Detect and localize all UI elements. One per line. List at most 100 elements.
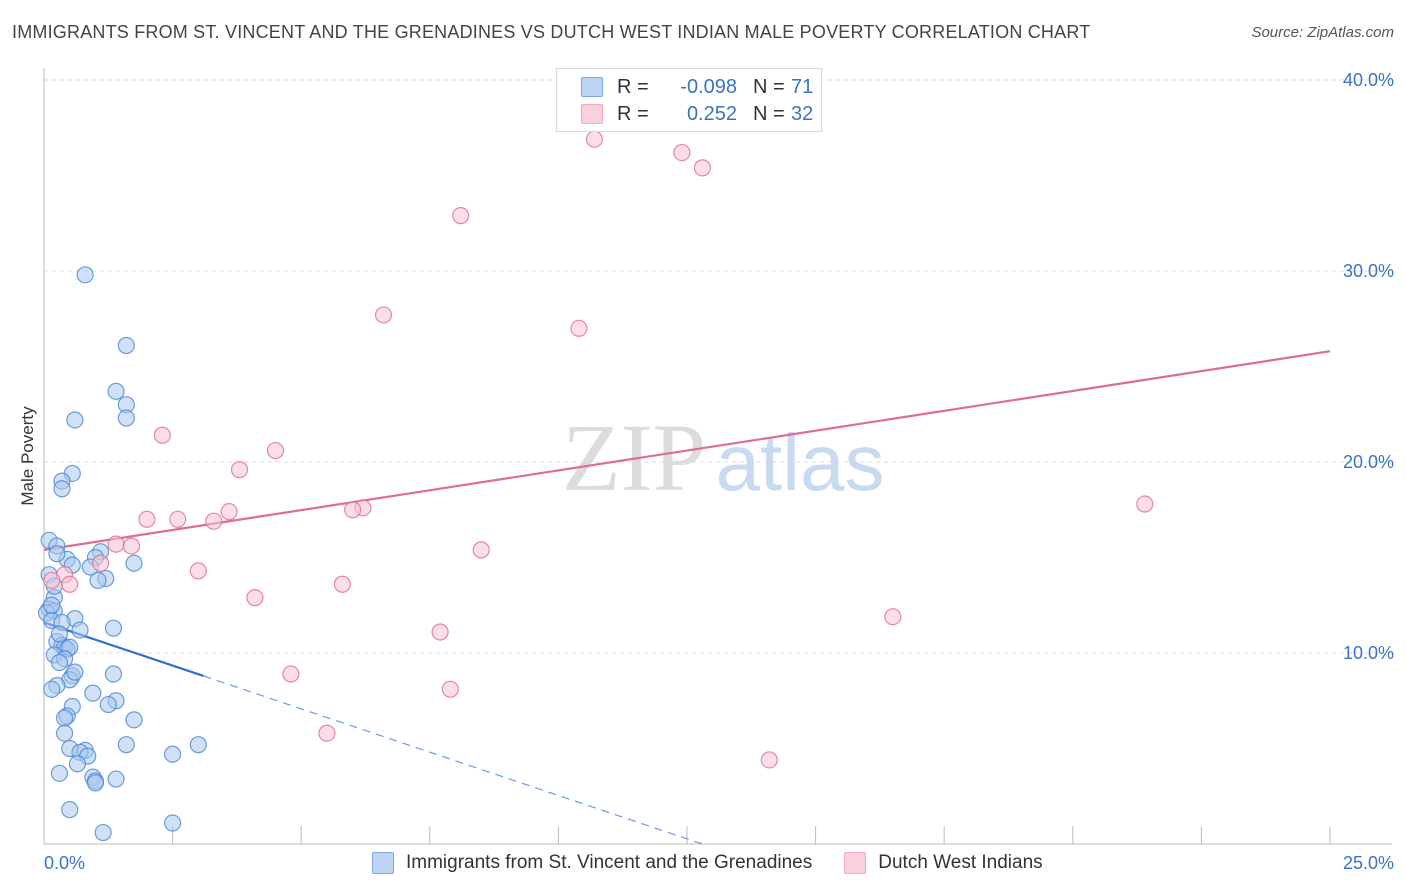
watermark-zip: ZIP — [562, 404, 706, 511]
trend-line-pink — [43, 350, 1331, 551]
point-pink — [472, 541, 490, 559]
y-axis-title: Male Poverty — [18, 406, 37, 506]
point-blue — [43, 596, 61, 614]
point-blue — [76, 266, 94, 284]
series-swatch-pink — [844, 852, 867, 874]
point-blue — [89, 571, 107, 590]
point-pink — [91, 554, 110, 572]
point-pink — [220, 503, 238, 521]
point-pink — [282, 665, 300, 683]
series-swatch-blue — [372, 852, 394, 874]
point-blue — [71, 621, 89, 639]
point-pink — [441, 680, 459, 698]
point-pink — [266, 441, 285, 460]
point-pink — [760, 751, 778, 769]
legend-n-label: N = — [753, 75, 785, 98]
point-pink — [122, 537, 141, 555]
series-legend-item-pink: Dutch West Indians — [844, 852, 1043, 874]
point-pink — [107, 535, 125, 553]
point-blue — [94, 823, 112, 842]
series-legend-item-blue: Immigrants from St. Vincent and the Gren… — [372, 852, 812, 874]
x-tick-label-min: 0.0% — [44, 853, 85, 873]
point-pink — [43, 571, 61, 590]
point-pink — [189, 562, 207, 580]
trend-line-blue-extension — [203, 675, 703, 845]
tick-labels: 10.0% 20.0% 30.0% 40.0% 0.0% 25.0% — [44, 70, 1394, 873]
legend-n-value-pink: 32 — [791, 102, 814, 125]
point-blue — [53, 480, 71, 498]
legend-swatch-pink — [581, 104, 603, 124]
legend-row-pink: R = 0.252 N = 32 — [557, 101, 813, 127]
point-pink — [431, 623, 449, 641]
legend-r-label: R = — [617, 75, 649, 98]
series-name-pink: Dutch West Indians — [878, 852, 1043, 873]
point-pink — [318, 724, 336, 742]
point-blue — [55, 724, 74, 742]
point-blue — [104, 665, 123, 683]
point-blue — [117, 336, 135, 355]
point-blue — [48, 545, 66, 563]
grid-lines — [44, 79, 1392, 654]
point-blue — [107, 770, 125, 788]
point-pink — [61, 575, 79, 593]
point-pink — [169, 510, 187, 528]
trend-line-blue — [43, 621, 204, 677]
point-pink — [452, 207, 470, 225]
point-blue — [84, 684, 102, 702]
point-blue — [99, 695, 117, 714]
point-pink — [1136, 495, 1154, 513]
point-blue — [55, 709, 74, 727]
point-blue — [125, 711, 143, 729]
point-pink — [230, 461, 249, 479]
point-pink — [570, 319, 588, 337]
point-pink — [205, 512, 223, 530]
point-blue — [117, 409, 135, 427]
legend-n-value-blue: 71 — [791, 75, 814, 98]
point-blue — [104, 619, 123, 637]
source-credit: Source: ZipAtlas.com — [1251, 24, 1394, 41]
series-legend: Immigrants from St. Vincent and the Gren… — [372, 852, 1075, 874]
watermark-atlas: atlas — [716, 418, 885, 507]
y-tick-label: 10.0% — [1343, 643, 1394, 663]
x-tick-label-max: 25.0% — [1343, 853, 1394, 873]
point-blue — [61, 801, 79, 819]
point-blue — [86, 774, 105, 792]
point-blue — [66, 411, 84, 429]
point-blue — [189, 736, 207, 754]
point-pink — [673, 143, 691, 162]
chart-title: IMMIGRANTS FROM ST. VINCENT AND THE GREN… — [12, 22, 1091, 42]
point-blue — [107, 382, 125, 400]
point-blue — [43, 680, 61, 698]
trend-lines — [43, 350, 1331, 845]
point-blue — [50, 764, 69, 782]
point-pink — [333, 575, 351, 593]
point-pink — [693, 159, 712, 177]
point-pink — [374, 306, 393, 324]
point-blue — [164, 745, 182, 763]
legend-r-label: R = — [617, 102, 649, 125]
correlation-legend: R = -0.098 N = 71 R = 0.252 N = 32 — [556, 68, 822, 132]
y-tick-label: 30.0% — [1343, 261, 1394, 281]
point-blue — [68, 755, 87, 773]
series-name-blue: Immigrants from St. Vincent and the Gren… — [406, 852, 813, 873]
legend-r-value-blue: -0.098 — [680, 75, 737, 98]
point-pink — [884, 608, 902, 626]
point-pink — [138, 510, 156, 528]
legend-row-blue: R = -0.098 N = 71 — [557, 74, 813, 100]
point-blue — [164, 814, 182, 832]
point-blue — [50, 653, 69, 672]
point-blue — [117, 736, 135, 754]
data-points — [37, 130, 1154, 842]
point-blue — [50, 625, 69, 643]
point-pink — [153, 426, 171, 444]
y-tick-label: 20.0% — [1343, 452, 1394, 472]
legend-swatch-blue — [581, 77, 603, 97]
axes — [43, 68, 1392, 845]
point-blue — [66, 663, 84, 681]
legend-r-value-pink: 0.252 — [686, 102, 737, 125]
legend-n-label: N = — [753, 102, 785, 125]
point-pink — [585, 130, 604, 148]
point-pink — [344, 501, 362, 519]
point-blue — [125, 554, 143, 572]
